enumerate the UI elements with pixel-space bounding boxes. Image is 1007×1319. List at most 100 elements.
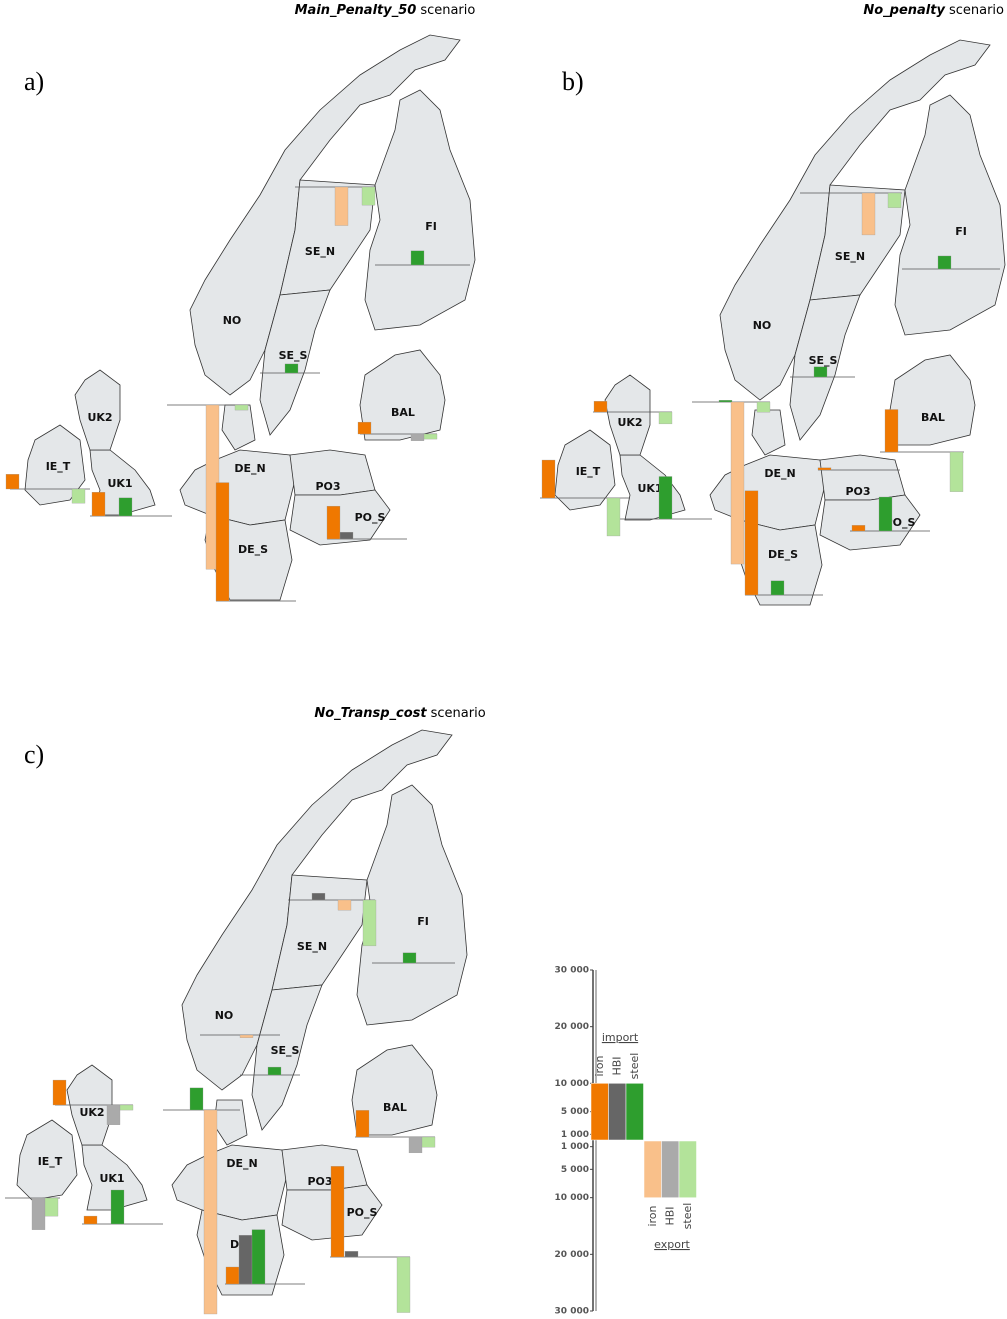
region-shape [554, 429, 616, 511]
region-label: SE_S [809, 354, 838, 367]
flow-bar [396, 1256, 411, 1313]
flow-bar [203, 1109, 218, 1315]
region-shape [89, 449, 156, 516]
region-label: UK1 [99, 1172, 124, 1185]
scenario-name: Main_Penalty_50 [295, 3, 417, 18]
flow-bar [861, 192, 876, 236]
region-label: DE_N [226, 1157, 257, 1170]
panel-title: Main_Penalty_50 scenario [295, 3, 476, 18]
region-label: FI [955, 225, 967, 238]
legend-title: export [654, 1238, 690, 1251]
legend-item: HBI [610, 1056, 623, 1075]
flow-bar [355, 1110, 370, 1138]
legend-item: steel [628, 1053, 641, 1080]
region-shape [604, 374, 651, 456]
flow-bar [718, 400, 733, 403]
region-label: NO [753, 319, 772, 332]
region-label: IE_T [46, 460, 71, 473]
region-label: DE_S [768, 548, 798, 561]
flow-bar [362, 899, 377, 947]
tick-label: 20 000 [555, 1250, 589, 1260]
flow-bar [756, 401, 771, 413]
flow-bar [110, 1189, 125, 1225]
flow-bar [344, 1251, 359, 1258]
region-shape [819, 494, 921, 551]
region-label: BAL [383, 1101, 407, 1114]
region-label: PO3 [307, 1175, 332, 1188]
tick-label: 30 000 [555, 966, 589, 976]
region-label: IE_T [38, 1155, 63, 1168]
flow-bar [31, 1197, 46, 1230]
panel-label: b) [562, 67, 584, 96]
panel-label: c) [24, 740, 44, 769]
flow-bar [334, 186, 349, 226]
region-shape [351, 1044, 438, 1136]
flow-bar [106, 1104, 121, 1125]
flow-bar [813, 366, 828, 378]
tick-label: 1 000 [561, 1130, 589, 1140]
tick-label: 1 000 [561, 1142, 589, 1152]
flow-bar [330, 1166, 345, 1258]
region-label: UK1 [107, 477, 132, 490]
tick-label: 5 000 [561, 1107, 589, 1117]
region-shape [221, 404, 256, 451]
region-shape [74, 369, 121, 451]
flow-bar [410, 433, 425, 441]
legend-item: iron [593, 1055, 606, 1076]
flow-bar [119, 1104, 134, 1111]
region-shape [81, 1144, 148, 1211]
region-label: SE_N [305, 245, 335, 258]
flow-bar [215, 482, 230, 602]
tick-label: 20 000 [555, 1022, 589, 1032]
flow-bar [887, 192, 902, 208]
region-label: PO_S [885, 516, 916, 529]
region-shape [16, 1119, 78, 1201]
flow-bar [337, 899, 352, 911]
flow-bar [189, 1087, 204, 1111]
flow-bar [311, 893, 326, 901]
flow-bar [238, 1235, 253, 1285]
tick-label: 10 000 [555, 1079, 589, 1089]
flow-bar [606, 497, 621, 537]
panel-label: a) [24, 67, 44, 96]
flow-bar [410, 250, 425, 266]
region-shape [251, 984, 323, 1131]
legend-bar [625, 1083, 644, 1141]
legend-title: import [602, 1031, 639, 1044]
region-label: NO [223, 314, 242, 327]
flow-bar [83, 1215, 98, 1225]
flow-bar [239, 1034, 254, 1038]
flow-bar [71, 488, 86, 504]
region-label: DE_N [764, 467, 795, 480]
region-shape [24, 424, 86, 506]
region-label: NO [215, 1009, 234, 1022]
flow-bar [326, 505, 341, 540]
flow-bar [878, 496, 893, 532]
flow-bar [284, 363, 299, 374]
flow-bar [408, 1136, 423, 1154]
region-shape [894, 94, 1006, 336]
scenario-suffix: scenario [420, 3, 475, 18]
flow-bar [744, 490, 759, 596]
flow-bar [91, 492, 106, 517]
legend-bar [608, 1083, 627, 1141]
flow-bar [884, 409, 899, 453]
flow-bar [730, 401, 745, 565]
region-label: PO3 [315, 480, 340, 493]
region-label: UK2 [87, 411, 112, 424]
panel-title: No_penalty scenario [863, 3, 1004, 18]
legend-bar [661, 1140, 680, 1198]
region-label: SE_S [271, 1044, 300, 1057]
flow-bar [770, 580, 785, 596]
region-label: FI [425, 220, 437, 233]
scenario-suffix: scenario [431, 706, 486, 721]
region-label: DE_N [234, 462, 265, 475]
region-shape [213, 1099, 248, 1146]
legend-item: steel [681, 1203, 694, 1230]
region-shape [259, 289, 331, 436]
region-label: UK2 [79, 1106, 104, 1119]
legend-item: iron [646, 1205, 659, 1226]
